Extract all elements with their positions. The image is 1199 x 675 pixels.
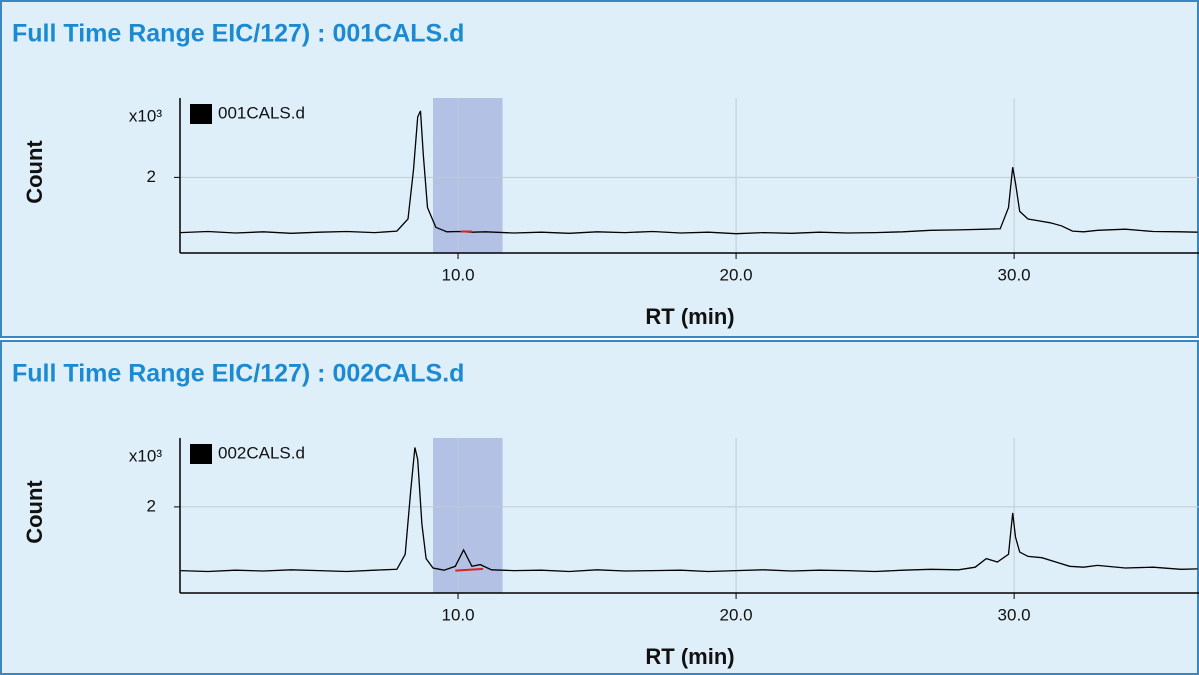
integration-baseline [455,567,484,572]
highlight-region [433,98,503,253]
legend-swatch [190,444,212,464]
y-scale-label: x10³ [129,446,162,465]
x-axis-title: RT (min) [645,304,734,329]
chart-title: Full Time Range EIC/127) : 001CALS.d [12,20,464,48]
highlight-region [433,438,503,593]
panel: Full Time Range EIC/127) : 002CALS.d 10.0… [0,340,1199,675]
x-tick-label: 20.0 [720,265,753,284]
trace-line [179,447,1198,573]
x-tick-label: 30.0 [998,605,1031,624]
y-axis-title: Count [22,140,47,204]
legend-label: 001CALS.d [218,103,305,122]
panel-background [0,340,1199,675]
y-tick-label: 2 [147,496,156,515]
panel: Full Time Range EIC/127) : 001CALS.d 10.0… [0,0,1199,338]
y-scale-label: x10³ [129,106,162,125]
trace-line [179,110,1198,235]
panel-background [0,0,1199,338]
x-tick-label: 20.0 [720,605,753,624]
chart-title: Full Time Range EIC/127) : 002CALS.d [12,360,464,388]
x-tick-label: 10.0 [441,265,474,284]
x-tick-label: 10.0 [441,605,474,624]
y-axis-title: Count [22,480,47,544]
legend-swatch [190,104,212,124]
x-tick-label: 30.0 [998,265,1031,284]
y-tick-label: 2 [147,167,156,186]
legend-label: 002CALS.d [218,443,305,462]
x-axis-title: RT (min) [645,644,734,669]
